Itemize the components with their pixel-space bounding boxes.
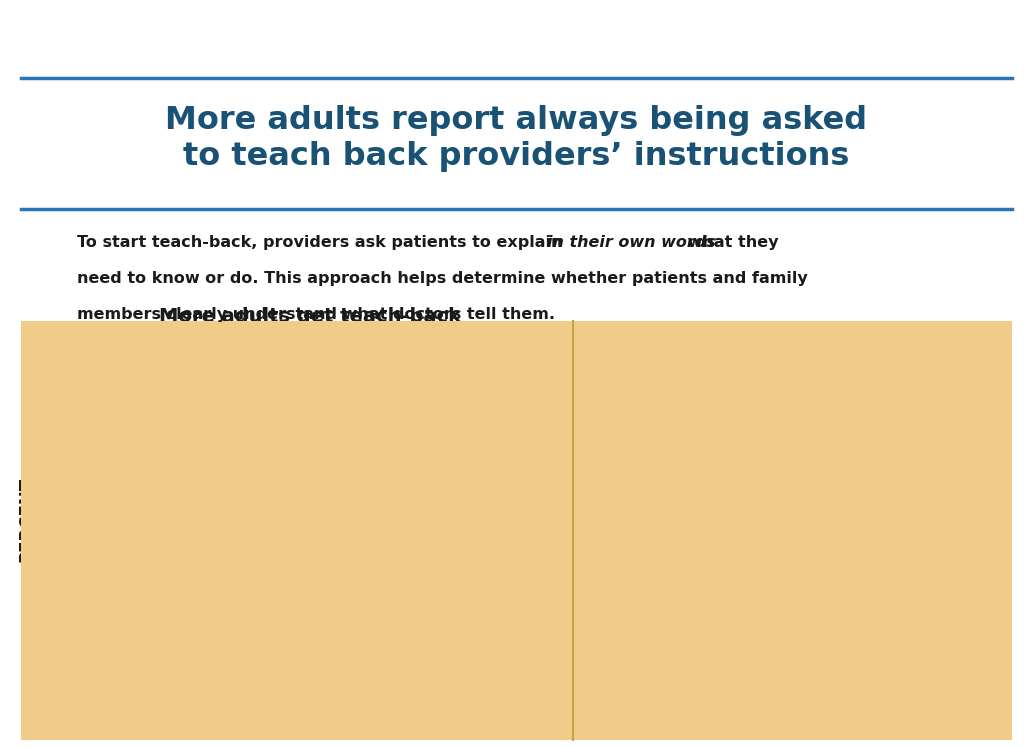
Text: More adults report always being asked
to teach back providers’ instructions: More adults report always being asked to… [165,105,868,172]
Text: Who was more likely to get
teach-back in 2015?: Who was more likely to get teach-back in… [601,337,911,378]
Title: More adults get teach-back: More adults get teach-back [159,307,461,326]
Point [117,589,133,601]
Circle shape [678,424,682,428]
Circle shape [641,508,660,526]
Point [205,565,221,577]
Text: what they: what they [682,235,778,250]
Point [469,450,486,462]
Circle shape [601,371,700,463]
Polygon shape [622,405,680,421]
Circle shape [601,615,700,707]
Y-axis label: PERCENT: PERCENT [18,477,35,562]
Point [381,471,398,483]
Text: To start teach-back, providers ask patients to explain: To start teach-back, providers ask patie… [77,235,568,250]
Text: 27.8: 27.8 [281,503,321,521]
Circle shape [601,495,700,586]
Text: members clearly understand what doctors tell them.: members clearly understand what doctors … [77,307,556,322]
Text: 29.2: 29.2 [369,468,410,487]
Circle shape [641,628,660,645]
Text: in their own words: in their own words [547,235,716,250]
Polygon shape [630,421,671,430]
Text: People with less than  a
high school education:
37.8%: People with less than a high school educ… [716,383,958,442]
Text: 24.4: 24.4 [104,586,146,604]
Text: Hispanics: 39.4%: Hispanics: 39.4% [716,639,888,657]
Text: need to know or do. This approach helps determine whether patients and family: need to know or do. This approach helps … [77,271,808,286]
Text: 30.1: 30.1 [457,447,498,465]
Point [292,506,309,518]
Text: Blacks: 39.9%: Blacks: 39.9% [716,518,856,537]
Text: 25.4: 25.4 [192,562,233,580]
